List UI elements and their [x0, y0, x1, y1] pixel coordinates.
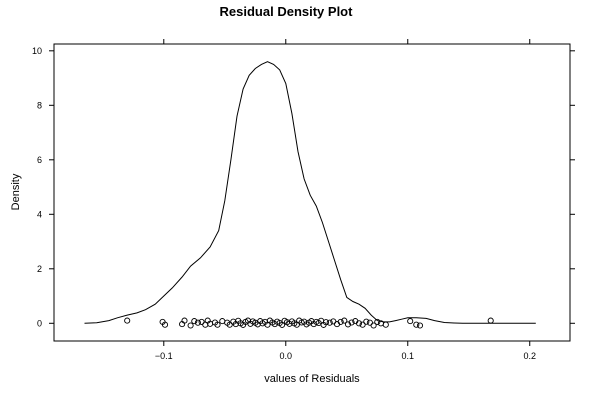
y-axis-label: Density — [10, 173, 22, 210]
residual-point — [359, 321, 366, 328]
residual-point — [326, 319, 333, 326]
x-tick-label: 0.1 — [402, 351, 415, 361]
residual-point — [194, 319, 201, 326]
y-tick-label: 0 — [37, 318, 42, 328]
residual-point — [487, 317, 494, 324]
x-axis-label: values of Residuals — [264, 373, 360, 385]
residual-point — [370, 322, 377, 329]
residual-point — [413, 321, 420, 328]
chart-title: Residual Density Plot — [220, 4, 354, 19]
residual-point — [161, 321, 169, 328]
axis-ticks: −0.1 0.0 0.1 0.2 0 2 4 6 8 10 — [32, 39, 575, 361]
density-curve — [84, 61, 536, 324]
residual-point — [374, 318, 381, 325]
residual-point — [363, 318, 370, 325]
y-tick-label: 6 — [37, 155, 42, 165]
residual-point — [181, 317, 188, 324]
residual-point — [214, 321, 221, 328]
residual-point — [416, 322, 424, 329]
residual-point — [348, 319, 355, 326]
residual-point — [124, 317, 131, 324]
y-tick-label: 10 — [32, 46, 42, 56]
residual-point — [187, 322, 194, 329]
x-tick-label: −0.1 — [155, 351, 173, 361]
residual-point — [219, 318, 226, 325]
rug-points-layer — [124, 317, 494, 329]
x-tick-label: 0.2 — [523, 351, 536, 361]
density-curve-layer — [84, 61, 536, 324]
residual-point — [341, 317, 348, 324]
y-tick-label: 4 — [37, 209, 42, 219]
residual-point — [337, 318, 344, 325]
residual-point — [344, 321, 352, 328]
x-tick-label: 0.0 — [280, 351, 293, 361]
residual-point — [226, 321, 233, 328]
y-tick-label: 8 — [37, 100, 42, 110]
residual-point — [382, 321, 389, 328]
residual-point — [198, 318, 205, 325]
residual-point — [322, 319, 330, 326]
residual-point — [407, 318, 414, 325]
residual-point — [366, 319, 373, 326]
y-tick-label: 2 — [37, 264, 42, 274]
residual-point — [191, 318, 198, 325]
plot-frame — [53, 43, 571, 342]
residual-point — [355, 320, 363, 327]
